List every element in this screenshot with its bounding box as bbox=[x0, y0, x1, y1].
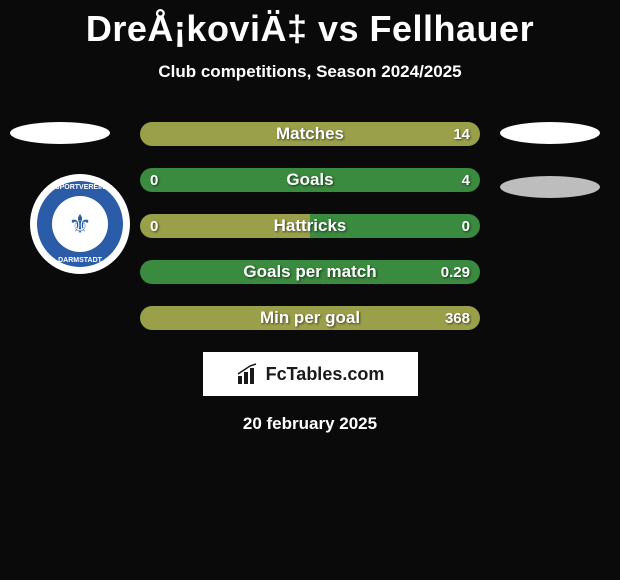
stat-row: Hattricks 0 0 bbox=[140, 214, 480, 238]
stat-value-right: 368 bbox=[445, 310, 470, 327]
stat-value-left: 0 bbox=[150, 218, 158, 235]
left-oval-1 bbox=[10, 122, 110, 144]
source-logo: FcTables.com bbox=[203, 352, 418, 396]
content-area: SPORTVEREIN ⚜ DARMSTADT Matches 14 Goals 0 4… bbox=[0, 122, 620, 434]
stat-value-left: 0 bbox=[150, 172, 158, 189]
stat-row: Goals per match 0.29 bbox=[140, 260, 480, 284]
stat-label: Goals per match bbox=[243, 262, 376, 282]
stat-value-right: 0.29 bbox=[441, 264, 470, 281]
date-text: 20 february 2025 bbox=[0, 414, 620, 434]
stat-row: Min per goal 368 bbox=[140, 306, 480, 330]
page-title: DreÅ¡koviÄ‡ vs Fellhauer bbox=[0, 0, 620, 50]
stat-value-right: 4 bbox=[462, 172, 470, 189]
subtitle: Club competitions, Season 2024/2025 bbox=[0, 62, 620, 82]
crest-top-text: SPORTVEREIN bbox=[55, 184, 105, 191]
team-crest: SPORTVEREIN ⚜ DARMSTADT bbox=[30, 174, 130, 274]
stat-label: Hattricks bbox=[274, 216, 347, 236]
stat-value-right: 0 bbox=[462, 218, 470, 235]
right-team-markers bbox=[500, 122, 600, 230]
stats-bars: Matches 14 Goals 0 4 Hattricks 0 0 Goals per mat… bbox=[140, 122, 480, 330]
stat-value-right: 14 bbox=[453, 126, 470, 143]
stat-row: Matches 14 bbox=[140, 122, 480, 146]
stat-label: Goals bbox=[286, 170, 333, 190]
right-oval-2 bbox=[500, 176, 600, 198]
crest-lily-icon: ⚜ bbox=[68, 209, 91, 240]
chart-icon bbox=[236, 362, 260, 386]
stat-label: Matches bbox=[276, 124, 344, 144]
right-oval-1 bbox=[500, 122, 600, 144]
source-logo-text: FcTables.com bbox=[266, 364, 385, 385]
left-team-markers: SPORTVEREIN ⚜ DARMSTADT bbox=[10, 122, 110, 176]
crest-bottom-text: DARMSTADT bbox=[58, 257, 102, 264]
stat-label: Min per goal bbox=[260, 308, 360, 328]
stat-row: Goals 0 4 bbox=[140, 168, 480, 192]
